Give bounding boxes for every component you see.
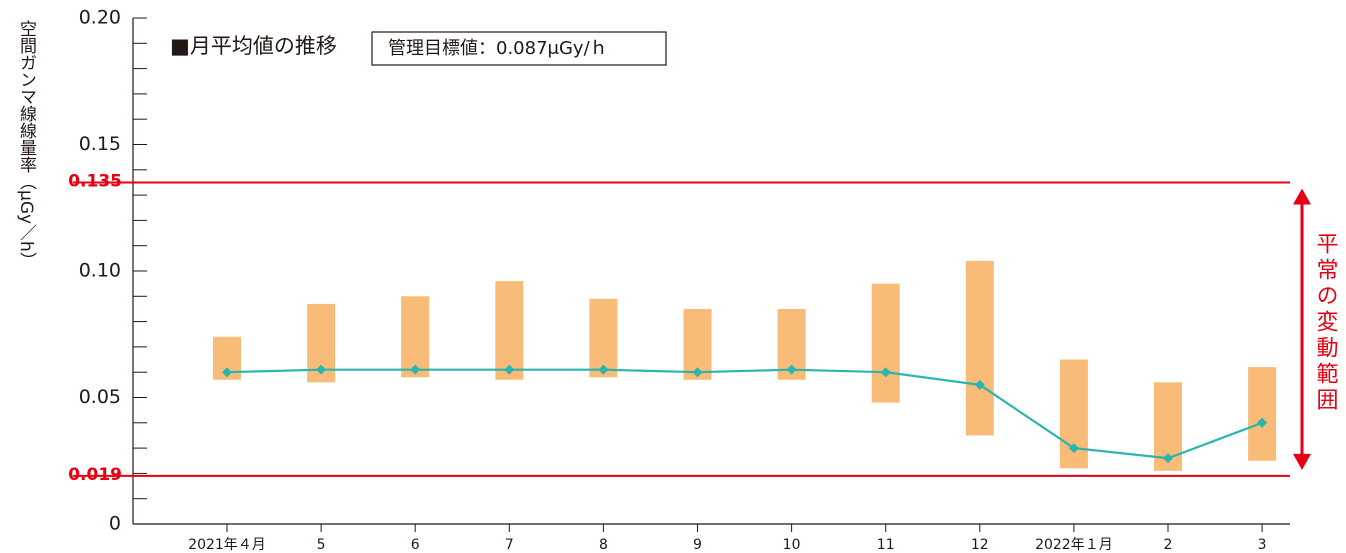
reference-label: 0.135 [68,171,122,191]
range-bar [1248,367,1277,461]
point [974,379,985,390]
point [316,364,327,375]
reference-label: 0.019 [68,465,122,485]
y-tick-label: 0.15 [79,133,121,155]
chart-title: ■月平均値の推移 [170,34,337,58]
x-tick-label: 5 [317,537,326,553]
x-tick-label: 7 [505,537,514,553]
x-tick-label: 9 [693,537,702,553]
point [692,367,703,378]
x-tick-label: 2021年４月 [188,537,266,553]
x-tick-label: 6 [411,537,420,553]
range-label: 平常の変動範囲 [1313,232,1339,414]
y-axis-label: 空間ガンマ線線量率（μGy／h） [16,20,37,269]
x-tick-label: 10 [783,537,801,553]
y-tick-label: 0 [109,513,121,535]
x-tick-label: 11 [877,537,895,553]
annotation: 管理目標値：0.087μGy/ｈ [388,38,608,59]
y-tick-label: 0.05 [79,386,121,408]
y-tick-label: 0.20 [79,7,121,29]
range-bar [871,283,900,403]
range-bar [589,298,618,378]
point [1163,453,1173,464]
x-tick-label: 2022年１月 [1035,537,1113,553]
point [222,367,232,378]
x-tick-label: 8 [599,537,608,553]
range-bar [401,296,430,378]
x-tick-label: 12 [971,537,989,553]
arrow-head [1293,188,1311,205]
annotation-box [371,31,667,66]
point [504,364,515,375]
arrow-head [1293,453,1311,470]
range-bar [495,281,524,380]
point [598,364,609,375]
point [410,364,421,375]
point [880,367,891,378]
point [1068,443,1079,454]
point [786,364,797,375]
range-bar [965,260,994,436]
line [226,368,1263,460]
point [1257,417,1268,428]
x-tick-label: 3 [1258,537,1267,553]
x-tick-label: 2 [1164,537,1173,553]
y-tick-label: 0.10 [79,260,121,282]
